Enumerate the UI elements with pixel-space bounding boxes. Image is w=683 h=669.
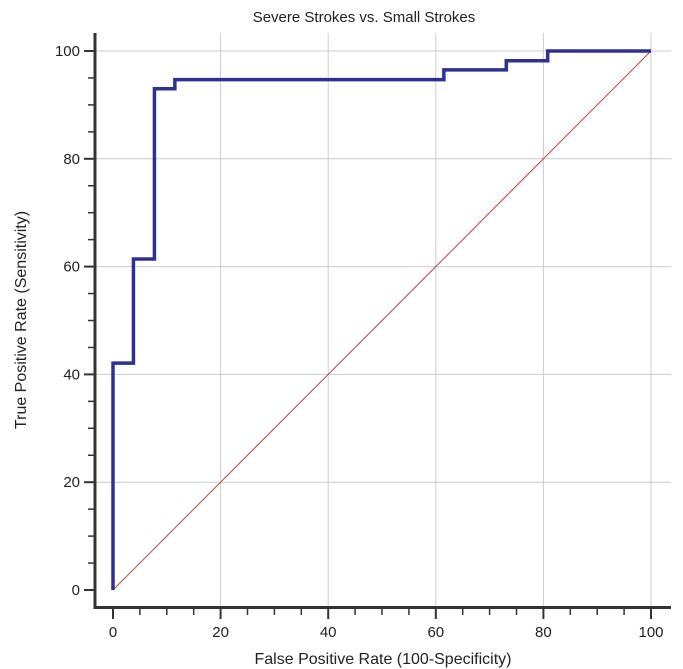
ticks bbox=[84, 50, 652, 619]
y-tick-label: 80 bbox=[63, 151, 80, 168]
x-tick-label: 0 bbox=[109, 624, 117, 641]
y-tick-label: 20 bbox=[63, 474, 80, 491]
reference-diagonal bbox=[112, 50, 652, 591]
x-tick-label: 40 bbox=[320, 624, 337, 641]
x-tick-label: 80 bbox=[535, 624, 552, 641]
x-tick-label: 20 bbox=[212, 624, 229, 641]
y-tick-label: 0 bbox=[72, 582, 80, 599]
y-tick-label: 60 bbox=[63, 259, 80, 276]
y-axis-label: True Positive Rate (Sensitivity) bbox=[13, 211, 30, 429]
series-layer bbox=[111, 49, 652, 591]
x-tick-label: 60 bbox=[427, 624, 444, 641]
x-axis-label: False Positive Rate (100-Specificity) bbox=[255, 651, 512, 668]
x-tick-label: 100 bbox=[638, 624, 663, 641]
chart-title: Severe Strokes vs. Small Strokes bbox=[253, 9, 476, 26]
tick-labels: 0 20 40 60 80 100 0 20 40 60 80 100 bbox=[55, 43, 664, 641]
y-tick-label: 40 bbox=[63, 366, 80, 383]
roc-curve bbox=[111, 49, 651, 590]
y-tick-label: 100 bbox=[55, 43, 80, 60]
